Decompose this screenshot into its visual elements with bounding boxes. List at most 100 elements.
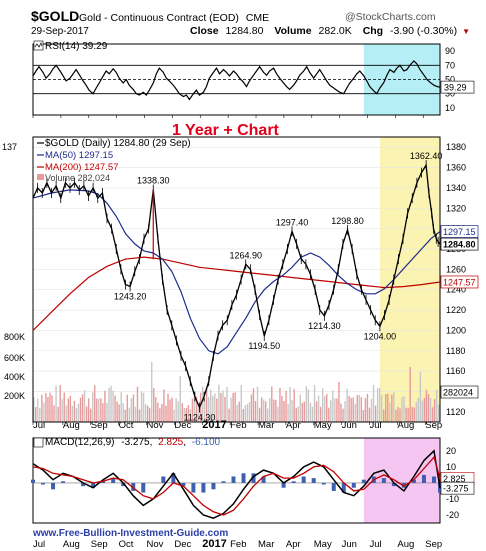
- macd-hist-bar: [281, 482, 286, 488]
- price-tick: 1240: [446, 285, 466, 295]
- volume-bar: [277, 406, 279, 422]
- price-tag: [440, 275, 479, 289]
- macd-tick: -10: [446, 494, 459, 504]
- volume-bar: [352, 397, 354, 422]
- x-tick: Sep: [91, 420, 108, 431]
- volume-bar: [435, 389, 438, 422]
- volume-bar: [87, 398, 90, 422]
- macd-hist-bar: [111, 478, 116, 483]
- rsi-tick: 50: [445, 75, 455, 85]
- price-annotation: 1124.30: [184, 412, 216, 422]
- x-tick: Dec: [174, 420, 191, 431]
- volume-bar: [236, 404, 238, 422]
- price-tick: 1160: [446, 366, 465, 376]
- description: Gold - Continuous Contract (EOD) CME: [79, 12, 269, 24]
- macd-hist-bar: [31, 479, 35, 483]
- volume-legend: Volume 282,024: [45, 173, 110, 183]
- macd-signal-line: [32, 455, 441, 516]
- volume-bar: [309, 402, 312, 422]
- x-tick: May: [314, 420, 332, 431]
- volume-bar: [395, 409, 397, 422]
- macd-tag-text: -3.275: [443, 484, 469, 494]
- volume-bar: [319, 406, 322, 422]
- footer-link[interactable]: www.Free-Bullion-Investment-Guide.com: [32, 528, 228, 539]
- volume-bar: [250, 394, 253, 422]
- x-tick: Feb: [230, 420, 246, 431]
- volume-bar: [399, 408, 401, 422]
- macd-hist-bar: [41, 482, 46, 485]
- volume-bar: [232, 392, 234, 422]
- volume-bar: [248, 402, 251, 422]
- macd-hist-bar: [191, 482, 196, 493]
- price-annotation: 1214.30: [308, 321, 341, 331]
- volume-bar: [146, 405, 149, 422]
- x-tick: Aug: [63, 539, 80, 550]
- volume-bar: [267, 408, 269, 422]
- volume-bar: [35, 406, 37, 422]
- price-tag-text: 1284.80: [443, 240, 476, 250]
- volume-bar: [77, 403, 80, 422]
- volume-bar: [222, 390, 224, 422]
- volume-bar: [391, 394, 393, 422]
- macd-tick: 20: [446, 446, 456, 456]
- rsi-tick: 10: [445, 103, 455, 113]
- volume-bar: [376, 388, 379, 422]
- volume-bar: [350, 397, 352, 422]
- macd-hist-bar: [411, 479, 416, 483]
- price-annotation: 1298.80: [331, 216, 364, 226]
- macd-label-sep2: ,: [183, 437, 186, 448]
- volume-bar: [297, 406, 299, 422]
- volume-bar: [264, 401, 267, 422]
- macd-hist-bar: [201, 482, 206, 493]
- volume-bar: [183, 407, 185, 422]
- macd-label-sep1: ,: [150, 437, 153, 448]
- volume-bar: [138, 409, 141, 422]
- volume-bar: [197, 406, 200, 422]
- x-tick: Sep: [91, 539, 108, 550]
- volume-bar: [104, 390, 106, 422]
- macd-hist-bar: [361, 479, 366, 483]
- volume-bar: [85, 406, 88, 422]
- rsi-tick: 90: [445, 46, 455, 56]
- volume-bar: [39, 407, 41, 422]
- volume-bar: [348, 395, 350, 422]
- volume-bar: [321, 388, 324, 422]
- macd-legend-icon: [33, 437, 44, 448]
- volume-bar: [175, 398, 177, 422]
- volume-bar: [285, 390, 287, 422]
- volume-bar: [374, 405, 377, 422]
- price-tag-text: 1247.57: [443, 277, 476, 287]
- macd-hist-bar: [391, 482, 396, 487]
- price-annotation: 1194.50: [248, 341, 280, 351]
- x-tick: Aug: [397, 420, 414, 431]
- volume-bar: [387, 393, 389, 422]
- macd-hist-bar: [231, 476, 236, 483]
- volume-bar: [281, 396, 283, 422]
- x-tick: Jul: [33, 539, 45, 550]
- volume-bar: [112, 390, 114, 422]
- volume-bar: [193, 395, 196, 422]
- volume-bar: [61, 399, 63, 422]
- volume-bar: [313, 384, 316, 422]
- volume-bar: [153, 388, 155, 422]
- volume-bar: [405, 407, 407, 422]
- volume-bar: [155, 397, 157, 422]
- macd-hist-bar: [421, 474, 426, 483]
- volume-bar: [187, 405, 190, 422]
- volume-bar: [114, 395, 116, 422]
- volume-bar: [191, 398, 194, 422]
- macd-hist-bar: [51, 482, 56, 490]
- price-tag: [440, 225, 479, 238]
- price-annotation: 1362.40: [410, 151, 443, 161]
- volume-bar: [238, 401, 240, 422]
- price-tick: 1360: [446, 163, 466, 173]
- volume-bar: [252, 388, 255, 422]
- macd-tick: -20: [446, 510, 459, 520]
- price-panel: 1380136013401320130012801260124012201200…: [4, 136, 479, 423]
- volume-bar: [417, 398, 420, 422]
- volume-bar: [364, 398, 367, 422]
- volume-bar: [220, 393, 222, 422]
- macd-label-signal: 2.825: [158, 437, 183, 448]
- volume-bar: [92, 392, 94, 422]
- volume-bar: [258, 407, 261, 422]
